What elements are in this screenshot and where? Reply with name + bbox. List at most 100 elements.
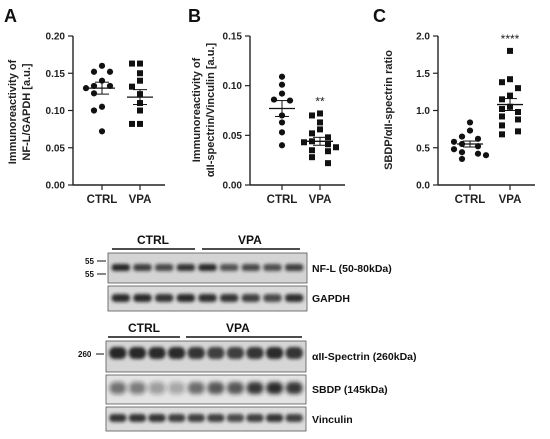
data-point	[137, 60, 143, 67]
wb-row-label-sbdp: SBDP (145kDa)	[312, 384, 388, 396]
chart-a: 0.00 0.05 0.10 0.15 0.20 CTRL VPA	[46, 32, 165, 206]
panel-a: A Immunoreactivity of NF-L/GAPDH [a.u.] …	[4, 6, 165, 206]
data-point	[474, 135, 482, 142]
wb-bottom-group-vpa: VPA	[226, 321, 250, 335]
data-point	[499, 122, 505, 129]
ylabel-c: SBDP/αII-spectrin ratio	[383, 50, 395, 170]
data-point	[90, 68, 98, 75]
y-tick-label: 1.0	[416, 106, 430, 117]
data-point	[278, 81, 286, 88]
wb-top-group-ctrl: CTRL	[137, 233, 169, 247]
data-point	[450, 138, 458, 145]
data-point	[98, 103, 106, 110]
band	[285, 414, 303, 422]
band	[285, 347, 303, 359]
data-point	[309, 130, 315, 137]
data-point	[137, 120, 143, 127]
data-point	[499, 96, 505, 103]
data-point	[507, 47, 513, 54]
ylabel-b-line1: Immunoreactivity of	[191, 57, 203, 162]
panel-label-c: C	[373, 6, 386, 26]
band	[109, 347, 127, 359]
band	[263, 264, 282, 271]
data-point	[301, 139, 307, 146]
data-point	[106, 68, 114, 75]
band	[198, 294, 217, 302]
wb-mw-55-a: 55	[85, 257, 94, 266]
band	[207, 382, 225, 394]
band	[263, 294, 282, 302]
data-point	[129, 120, 135, 127]
data-point	[278, 119, 286, 126]
western-blot-bottom: CTRL VPA 260 αII-Spectrin (260kDa) SBDP …	[78, 321, 417, 432]
x-tick-label: VPA	[129, 194, 152, 206]
y-tick-label: 0.20	[46, 32, 66, 43]
data-point	[450, 146, 458, 153]
wb-row-label-nfl: NF-L (50-80kDa)	[312, 263, 392, 275]
panel-c: C SBDP/αII-spectrin ratio 0.0 0.5 1.0 1.5 2.…	[373, 6, 535, 206]
data-point	[466, 119, 474, 126]
band	[128, 347, 147, 359]
band	[168, 382, 185, 394]
band	[246, 382, 264, 394]
band	[219, 294, 239, 302]
band	[133, 294, 152, 302]
data-point	[325, 141, 331, 148]
data-point	[515, 85, 521, 92]
data-point	[270, 96, 278, 103]
band	[154, 294, 174, 302]
wb-mw-260: 260	[78, 350, 92, 359]
data-point	[82, 85, 90, 92]
wb-bottom-group-ctrl: CTRL	[128, 321, 160, 335]
x-tick-label: CTRL	[455, 194, 486, 206]
data-point	[309, 147, 315, 154]
ylabel-a-line1: Immunoreactivity of	[7, 59, 19, 164]
band	[246, 414, 264, 422]
band	[133, 264, 152, 271]
data-point	[325, 134, 331, 141]
band	[111, 294, 131, 302]
data-point	[474, 143, 482, 150]
data-point	[129, 83, 135, 90]
ylabel-b-line2: αII-spectrin/Vinculin [a.u.]	[205, 43, 217, 178]
band	[227, 382, 244, 394]
band	[167, 414, 186, 422]
band	[241, 264, 261, 271]
band	[148, 414, 166, 422]
band	[226, 414, 245, 422]
data-point	[90, 82, 98, 90]
data-point	[499, 113, 505, 120]
data-point	[458, 133, 466, 140]
wb-top-group-vpa: VPA	[238, 233, 262, 247]
data-point	[499, 106, 505, 113]
data-point	[499, 131, 505, 138]
band	[207, 414, 225, 422]
data-point	[98, 128, 106, 135]
band	[266, 382, 283, 394]
band	[176, 294, 196, 302]
band	[109, 382, 127, 394]
band	[128, 414, 147, 422]
wb-gapdh-bands	[111, 294, 304, 302]
data-point	[286, 97, 294, 104]
wb-vinculin-bands	[109, 414, 303, 422]
data-point	[474, 150, 482, 157]
data-point	[278, 142, 286, 149]
ylabel-a-line2: NF-L/GAPDH [a.u.]	[21, 63, 33, 160]
panel-label-a: A	[4, 6, 17, 26]
data-point	[482, 152, 490, 159]
y-tick-label: 0.05	[223, 131, 243, 142]
band	[265, 347, 284, 359]
y-tick-label: 1.5	[416, 69, 430, 80]
band	[111, 264, 131, 271]
x-tick-label: VPA	[309, 194, 332, 206]
wb-row-label-vinculin: Vinculin	[312, 414, 353, 426]
y-tick-label: 0.5	[416, 143, 430, 154]
band	[109, 414, 127, 422]
band	[284, 294, 304, 302]
band	[187, 382, 205, 394]
wb-sbdp-bands	[109, 382, 303, 394]
x-tick-label: CTRL	[267, 194, 298, 206]
chart-c: 0.0 0.5 1.0 1.5 2.0 CTRL VPA ****	[416, 32, 535, 206]
wb-mw-55-b: 55	[85, 270, 94, 279]
